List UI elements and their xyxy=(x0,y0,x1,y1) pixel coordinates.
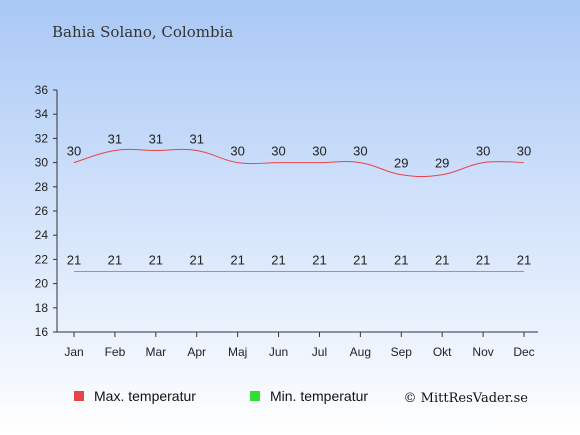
data-label-min: 21 xyxy=(230,253,244,268)
legend-swatch-max xyxy=(74,391,84,401)
y-tick-label: 32 xyxy=(35,131,49,145)
data-label-min: 21 xyxy=(353,253,367,268)
x-tick-label: Dec xyxy=(513,345,534,359)
x-tick-label: Jan xyxy=(64,345,83,359)
data-label-min: 21 xyxy=(189,253,203,268)
y-tick-label: 20 xyxy=(35,277,49,291)
data-label-min: 21 xyxy=(435,253,449,268)
y-tick-label: 34 xyxy=(35,107,49,121)
data-label-min: 21 xyxy=(517,253,531,268)
chart-title: Bahia Solano, Colombia xyxy=(52,23,233,41)
data-label-max: 30 xyxy=(517,144,531,159)
credit-text: © MittResVader.se xyxy=(404,391,529,406)
y-tick-label: 30 xyxy=(35,156,49,170)
legend: Max. temperatur Min. temperatur xyxy=(74,388,368,404)
data-label-max: 30 xyxy=(67,144,81,159)
y-tick-label: 36 xyxy=(35,83,49,97)
y-tick-label: 26 xyxy=(35,204,49,218)
data-label-max: 30 xyxy=(230,144,244,159)
y-ticks: 16 18 20 22 24 26 28 30 32 34 36 xyxy=(35,83,57,339)
legend-swatch-min xyxy=(250,391,260,401)
data-label-max: 31 xyxy=(108,132,122,147)
x-tick-label: Mar xyxy=(145,345,166,359)
data-label-max: 30 xyxy=(271,144,285,159)
x-tick-label: Apr xyxy=(187,345,206,359)
data-label-max: 29 xyxy=(435,156,449,171)
data-label-min: 21 xyxy=(394,253,408,268)
y-tick-label: 16 xyxy=(35,325,49,339)
y-tick-label: 28 xyxy=(35,180,49,194)
data-label-max: 30 xyxy=(312,144,326,159)
y-tick-label: 24 xyxy=(35,228,49,242)
data-label-max: 29 xyxy=(394,156,408,171)
data-label-max: 31 xyxy=(189,132,203,147)
x-tick-label: Aug xyxy=(350,345,371,359)
data-label-min: 21 xyxy=(312,253,326,268)
x-tick-label: Jun xyxy=(269,345,288,359)
x-tick-label: Sep xyxy=(391,345,413,359)
data-label-min: 21 xyxy=(271,253,285,268)
y-tick-label: 22 xyxy=(35,252,49,266)
data-label-max: 31 xyxy=(149,132,163,147)
x-tick-label: Feb xyxy=(105,345,126,359)
x-tick-label: Jul xyxy=(312,345,327,359)
legend-label-max: Max. temperatur xyxy=(94,388,196,404)
data-label-max: 30 xyxy=(353,144,367,159)
x-tick-label: Nov xyxy=(472,345,493,359)
series xyxy=(73,148,525,273)
data-label-max: 30 xyxy=(476,144,490,159)
series-line-max xyxy=(73,148,525,178)
data-label-min: 21 xyxy=(476,253,490,268)
x-tick-label: Maj xyxy=(228,345,247,359)
data-label-min: 21 xyxy=(67,253,81,268)
x-ticks: Jan Feb Mar Apr Maj Jun Jul Aug Sep Okt Nov Dec xyxy=(64,332,535,359)
legend-label-min: Min. temperatur xyxy=(270,388,368,404)
data-label-min: 21 xyxy=(149,253,163,268)
y-tick-label: 18 xyxy=(35,301,49,315)
data-label-min: 21 xyxy=(108,253,122,268)
data-labels: 30 31 31 31 30 30 30 30 29 29 30 30 21 21 21 21 21 21 21 21… xyxy=(67,132,531,268)
x-tick-label: Okt xyxy=(433,345,452,359)
